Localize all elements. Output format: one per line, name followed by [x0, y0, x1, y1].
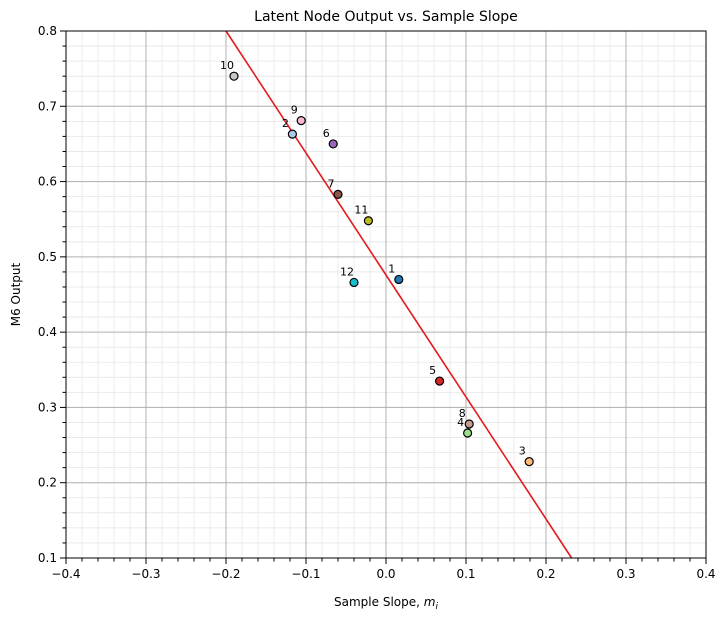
point-label: 8 — [459, 407, 466, 420]
x-axis-label: Sample Slope, mi — [334, 595, 438, 612]
point-label: 11 — [354, 204, 368, 217]
y-tick-label: 0.8 — [38, 24, 57, 38]
point-label: 1 — [388, 262, 395, 275]
y-tick-labels: 0.1 0.2 0.3 0.4 0.5 0.6 0.7 0.8 — [38, 24, 57, 565]
x-axis-label-text: Sample Slope, — [334, 595, 424, 609]
x-tick-label: 0.1 — [456, 567, 475, 581]
y-tick-label: 0.5 — [38, 250, 57, 264]
axis-ticks — [60, 30, 707, 564]
point-label: 7 — [328, 177, 335, 190]
y-tick-label: 0.3 — [38, 400, 57, 414]
x-tick-label: 0.3 — [616, 567, 635, 581]
chart-title: Latent Node Output vs. Sample Slope — [254, 9, 518, 25]
point-label: 5 — [429, 364, 436, 377]
data-point — [435, 376, 445, 386]
y-tick-label: 0.6 — [38, 175, 57, 189]
point-label: 3 — [519, 445, 526, 458]
data-point — [463, 428, 473, 438]
data-point — [349, 277, 359, 288]
x-tick-label: −0.3 — [131, 567, 160, 581]
data-point — [296, 115, 306, 126]
point-label: 10 — [220, 59, 234, 72]
data-point — [524, 457, 534, 467]
x-tick-label: 0.2 — [536, 567, 555, 581]
x-tick-label: 0.4 — [696, 567, 715, 581]
data-point — [328, 139, 338, 149]
data-point — [287, 129, 297, 139]
y-tick-label: 0.2 — [38, 476, 57, 490]
x-axis-label-math: m — [424, 595, 436, 609]
y-tick-label: 0.4 — [38, 325, 57, 339]
point-label: 4 — [457, 416, 464, 429]
data-point — [333, 189, 343, 199]
data-point — [363, 216, 373, 226]
fit-line — [225, 30, 573, 559]
point-label: 9 — [291, 104, 298, 117]
fit-line-group — [225, 30, 573, 559]
data-point — [464, 419, 474, 429]
data-point — [394, 274, 404, 285]
point-label: 2 — [282, 117, 289, 130]
data-point — [229, 71, 239, 81]
x-tick-label: −0.1 — [291, 567, 320, 581]
point-label: 12 — [340, 265, 354, 278]
y-tick-label: 0.7 — [38, 99, 57, 113]
y-axis-label: M6 Output — [9, 262, 23, 326]
point-label: 6 — [323, 127, 330, 140]
y-tick-label: 0.1 — [38, 551, 57, 565]
x-tick-label: −0.2 — [211, 567, 240, 581]
x-tick-label: −0.4 — [51, 567, 80, 581]
x-tick-labels: −0.4 −0.3 −0.2 −0.1 0.0 0.1 0.2 0.3 0.4 — [51, 567, 715, 581]
x-axis-label-subscript: i — [435, 602, 438, 612]
x-tick-label: 0.0 — [376, 567, 395, 581]
